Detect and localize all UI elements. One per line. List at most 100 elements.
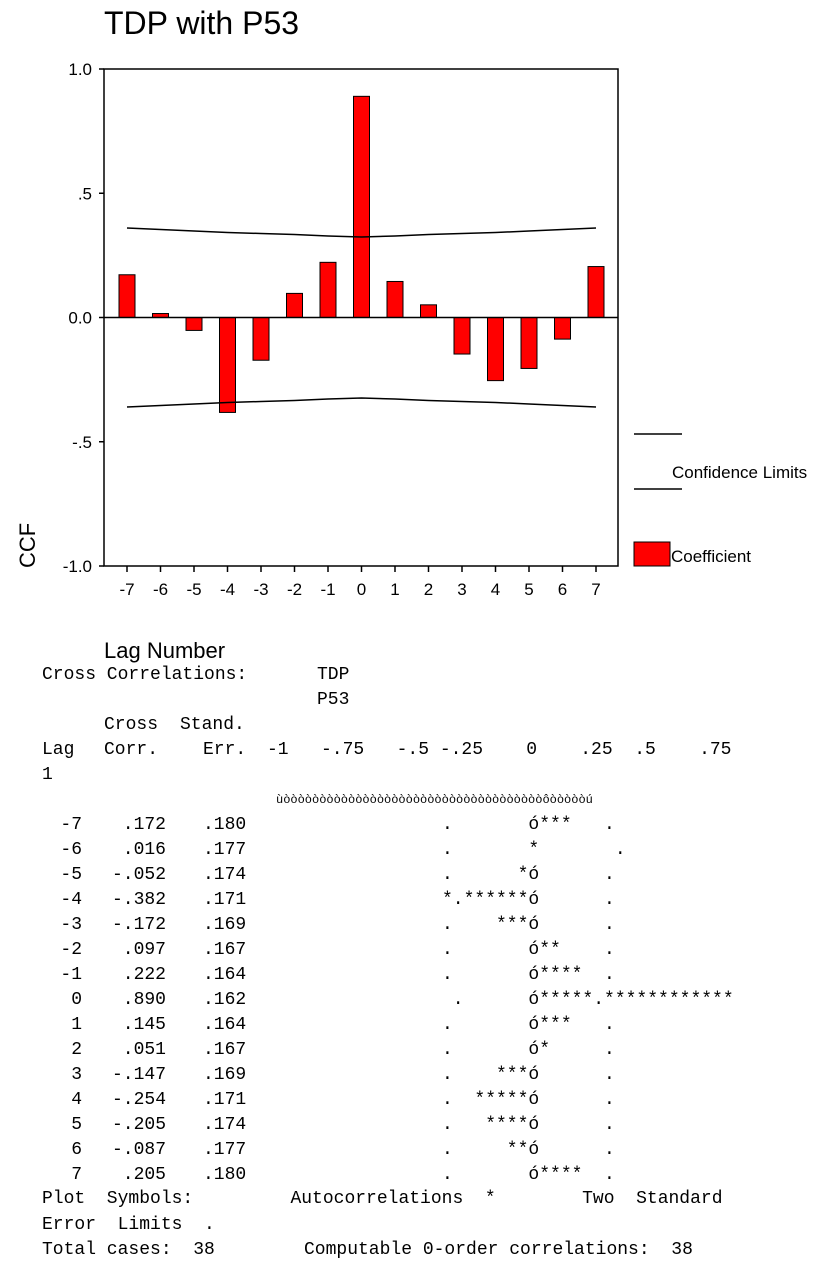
legend: Confidence Limits Coefficient [633, 433, 807, 567]
row-plot: . ó** . [442, 940, 615, 960]
row-plot: . ó*** . [442, 815, 615, 835]
row-err: .180 [203, 815, 247, 835]
x-tick-label: 6 [558, 580, 567, 599]
listing-series1: TDP [317, 665, 350, 685]
y-tick-label: 0.0 [68, 309, 92, 328]
computable-label: Computable 0-order correlations: [304, 1240, 650, 1260]
ccf-bar [286, 292, 303, 319]
listing-header-label: Cross Correlations: [42, 665, 248, 685]
plot-symbols-line: Plot Symbols: Autocorrelations * Two Sta… [42, 1189, 723, 1209]
row-lag: 6 [71, 1140, 82, 1160]
y-tick-label: -.5 [72, 433, 92, 452]
ccf-bar [554, 317, 571, 340]
row-lag: -3 [60, 915, 82, 935]
total-cases-line: Total cases: 38 [42, 1238, 215, 1263]
row-corr: -.172 [111, 915, 166, 935]
row-lag: 2 [71, 1040, 82, 1060]
ccf-bar [487, 317, 504, 382]
row-err: .174 [203, 865, 247, 885]
ccf-bar [319, 261, 337, 319]
row-err: .174 [203, 1115, 247, 1135]
row-err: .164 [203, 965, 247, 985]
row-corr: -.205 [111, 1115, 166, 1135]
row-plot: . **ó . [442, 1140, 615, 1160]
row-err: .180 [203, 1165, 247, 1185]
scale-end: 1 [42, 765, 53, 785]
x-tick-label: 4 [491, 580, 500, 599]
col-lag: Lag [42, 740, 75, 760]
x-tick-label: 5 [524, 580, 533, 599]
plot-border: ùòòòòòòòòòòòòòòòòòòòòòòòòòòòòòòòòòòòòôòò… [276, 793, 593, 807]
computable-value: 38 [671, 1240, 693, 1260]
ccf-bar [118, 274, 136, 318]
row-lag: -4 [60, 890, 82, 910]
row-err: .171 [203, 1090, 247, 1110]
ccf-bar [185, 317, 203, 331]
row-plot: . * . [442, 840, 626, 860]
x-tick-label: 3 [457, 580, 466, 599]
x-tick-label: 1 [390, 580, 399, 599]
row-corr: .145 [122, 1015, 166, 1035]
ccf-bar [520, 317, 538, 369]
confidence-limit-upper [126, 227, 597, 238]
row-err: .177 [203, 1140, 247, 1160]
x-tick-label: -6 [153, 580, 168, 599]
col-err: Err. [203, 740, 247, 760]
row-plot: . ó**** . [442, 965, 615, 985]
row-plot: . ó* . [442, 1040, 615, 1060]
x-tick-label: -7 [119, 580, 134, 599]
row-corr: .016 [122, 840, 166, 860]
row-err: .169 [203, 1065, 247, 1085]
col-corr: Corr. [104, 740, 159, 760]
row-lag: 4 [71, 1090, 82, 1110]
row-err: .169 [203, 915, 247, 935]
row-err: .167 [203, 940, 247, 960]
error-limits-line: Error Limits . [42, 1215, 215, 1235]
listing-header: Cross Correlations: [42, 663, 247, 688]
row-corr: -.382 [111, 890, 166, 910]
row-corr: -.052 [111, 865, 166, 885]
row-err: .162 [203, 990, 247, 1010]
row-lag: 0 [71, 990, 82, 1010]
x-tick-label: -2 [287, 580, 302, 599]
col-cross: Cross [104, 715, 159, 735]
legend-coefficient-swatch [633, 541, 671, 567]
ccf-bar [386, 280, 404, 318]
ccf-bar [420, 304, 437, 319]
ccf-bar [252, 317, 270, 361]
row-lag: 7 [71, 1165, 82, 1185]
row-err: .167 [203, 1040, 247, 1060]
row-corr: .172 [122, 815, 166, 835]
row-plot: . ó*** . [442, 1015, 615, 1035]
legend-coefficient: Coefficient [671, 547, 751, 566]
x-tick-label: -3 [253, 580, 268, 599]
listing-series2: P53 [317, 690, 350, 710]
row-plot: . ***ó . [442, 915, 615, 935]
x-axis-label: Lag Number [104, 638, 225, 663]
row-plot: . ****ó . [442, 1115, 615, 1135]
ccf-bar [353, 95, 370, 318]
row-plot: . ó*****.************ [442, 990, 734, 1010]
ccf-bar [453, 317, 471, 355]
row-corr: -.087 [111, 1140, 166, 1160]
legend-confidence-limits: Confidence Limits [672, 463, 807, 482]
row-err: .164 [203, 1015, 247, 1035]
ccf-bar [587, 266, 605, 318]
row-plot: . *ó . [442, 865, 615, 885]
row-lag: -7 [60, 815, 82, 835]
row-lag: 5 [71, 1115, 82, 1135]
ccf-chart: TDP with P53 -1.0-.50.0.51.0 -7 -6 -5 -4 -3-… [15, 5, 807, 663]
x-tick-label: -5 [186, 580, 201, 599]
y-axis-label: CCF [15, 523, 40, 568]
x-tick-label: -4 [220, 580, 235, 599]
row-plot: . ó**** . [442, 1165, 615, 1185]
y-tick-label: 1.0 [68, 60, 92, 79]
total-cases-value: 38 [193, 1240, 215, 1260]
row-err: .177 [203, 840, 247, 860]
confidence-limit-lines [126, 227, 597, 408]
row-corr: .097 [122, 940, 166, 960]
confidence-limit-lower [126, 397, 597, 408]
row-lag: -1 [60, 965, 82, 985]
x-axis: -7 -6 -5 -4 -3 -2 -1 0 1 2 3 4 5 6 7 [119, 566, 601, 599]
row-corr: .890 [122, 990, 166, 1010]
